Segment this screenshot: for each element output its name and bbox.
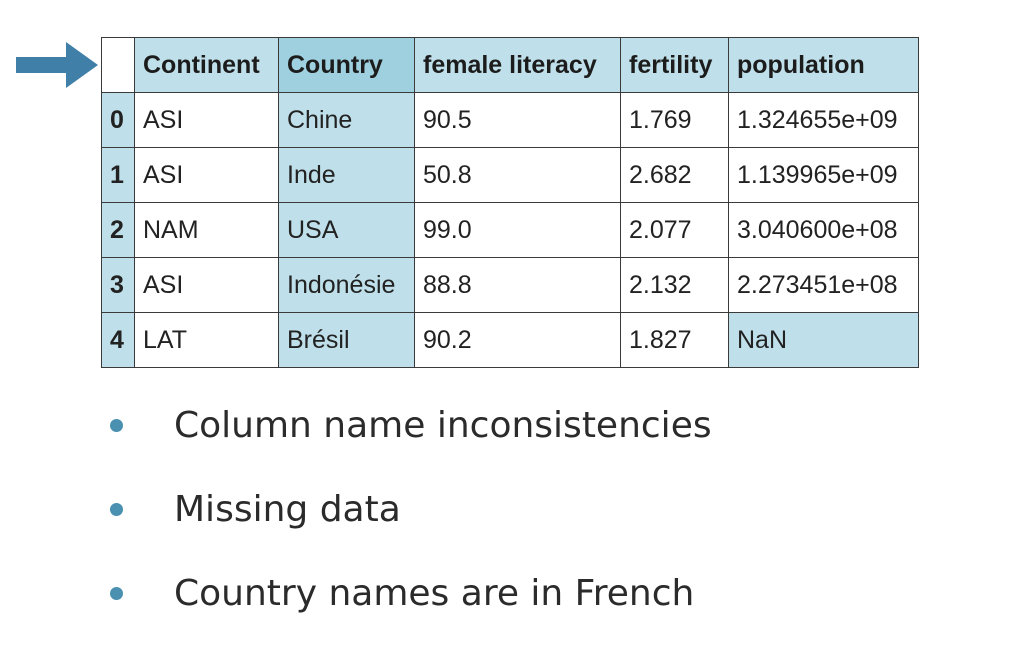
cell-population: 1.139965e+09 (728, 147, 919, 203)
index-corner-cell (101, 37, 135, 93)
column-header-continent: Continent (134, 37, 279, 93)
table-row: 4 LAT Brésil 90.2 1.827 NaN (101, 312, 919, 368)
bullet-dot-icon (110, 503, 123, 516)
list-item: Column name inconsistencies (110, 390, 712, 474)
bullet-text: Country names are in French (174, 573, 695, 614)
cell-fertility: 1.827 (620, 312, 729, 368)
cell-female-literacy: 90.2 (414, 312, 621, 368)
table-row: 3 ASI Indonésie 88.8 2.132 2.273451e+08 (101, 257, 919, 313)
header-row: Continent Country female literacy fertil… (101, 37, 919, 93)
cell-female-literacy: 90.5 (414, 92, 621, 148)
cell-continent: ASI (134, 257, 279, 313)
bullet-text: Missing data (174, 489, 401, 530)
cell-continent: ASI (134, 92, 279, 148)
cell-fertility: 1.769 (620, 92, 729, 148)
row-index: 1 (101, 147, 135, 203)
list-item: Country names are in French (110, 558, 712, 642)
cell-fertility: 2.682 (620, 147, 729, 203)
table-row: 1 ASI Inde 50.8 2.682 1.139965e+09 (101, 147, 919, 203)
cell-population: 3.040600e+08 (728, 202, 919, 258)
cell-population: 1.324655e+09 (728, 92, 919, 148)
column-header-country: Country (278, 37, 415, 93)
cell-population: 2.273451e+08 (728, 257, 919, 313)
list-item: Missing data (110, 474, 712, 558)
cell-country: Brésil (278, 312, 415, 368)
cell-female-literacy: 99.0 (414, 202, 621, 258)
row-index: 2 (101, 202, 135, 258)
cell-female-literacy: 88.8 (414, 257, 621, 313)
cell-fertility: 2.077 (620, 202, 729, 258)
column-header-fertility: fertility (620, 37, 729, 93)
right-arrow-icon (16, 42, 98, 88)
bullet-dot-icon (110, 419, 123, 432)
row-index: 3 (101, 257, 135, 313)
dataframe-table: Continent Country female literacy fertil… (101, 37, 919, 368)
bullet-dot-icon (110, 587, 123, 600)
cell-country: Indonésie (278, 257, 415, 313)
cell-continent: NAM (134, 202, 279, 258)
cell-country: USA (278, 202, 415, 258)
column-header-population: population (728, 37, 919, 93)
cell-continent: ASI (134, 147, 279, 203)
dataframe-table-container: Continent Country female literacy fertil… (101, 37, 919, 368)
row-index: 4 (101, 312, 135, 368)
table-row: 2 NAM USA 99.0 2.077 3.040600e+08 (101, 202, 919, 258)
cell-continent: LAT (134, 312, 279, 368)
cell-country: Chine (278, 92, 415, 148)
bullet-text: Column name inconsistencies (174, 405, 712, 446)
row-index: 0 (101, 92, 135, 148)
table-row: 0 ASI Chine 90.5 1.769 1.324655e+09 (101, 92, 919, 148)
cell-population-missing: NaN (728, 312, 919, 368)
cell-country: Inde (278, 147, 415, 203)
column-header-female-literacy: female literacy (414, 37, 621, 93)
cell-female-literacy: 50.8 (414, 147, 621, 203)
cell-fertility: 2.132 (620, 257, 729, 313)
bullet-list: Column name inconsistencies Missing data… (110, 390, 712, 642)
